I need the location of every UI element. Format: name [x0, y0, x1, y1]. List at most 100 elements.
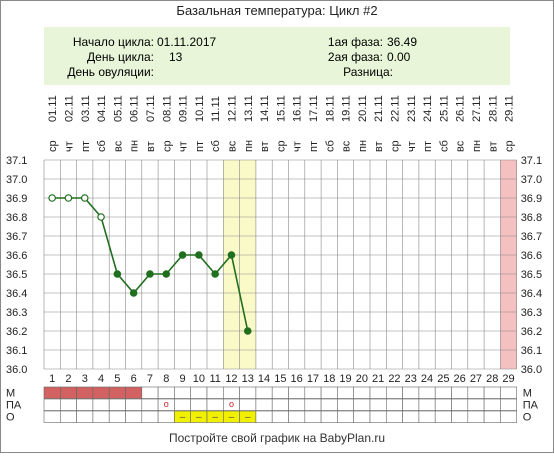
difference-label: Разница:	[343, 65, 393, 79]
row-cell	[467, 386, 485, 399]
row-cell	[288, 410, 306, 423]
temperature-point-day-2	[64, 194, 73, 202]
row-cell	[190, 398, 208, 411]
x-date-label: 07.11	[145, 95, 157, 122]
row-label-right: ПА	[523, 400, 539, 412]
row-cell	[434, 398, 452, 411]
x-day-label: 17	[307, 373, 319, 385]
x-weekday-label: пн	[471, 140, 483, 152]
row-cell	[337, 398, 354, 411]
row-cell	[434, 410, 452, 423]
row-cell	[43, 398, 61, 411]
footer-link[interactable]: Постройте свой график на BabyPlan.ru	[169, 431, 385, 445]
x-weekday-label: чт	[63, 141, 75, 152]
row-cell	[59, 410, 77, 423]
row-cell	[500, 398, 517, 411]
x-weekday-label: чт	[406, 141, 418, 152]
y-tick-left: 36.7	[6, 231, 27, 243]
row-cell	[190, 386, 208, 399]
row-cell	[418, 386, 436, 399]
y-tick-left: 36.6	[6, 250, 27, 262]
x-day-label: 18	[323, 373, 335, 385]
y-tick-right: 36.7	[521, 231, 542, 243]
row-cell	[320, 398, 338, 411]
x-day-label: 28	[486, 373, 498, 385]
row-cell	[108, 410, 126, 423]
x-day-label: 13	[242, 373, 254, 385]
row-cell	[402, 410, 420, 423]
x-date-label: 23.11	[406, 95, 418, 122]
x-day-label: 14	[258, 373, 270, 385]
y-tick-left: 36.9	[6, 193, 27, 205]
x-day-label: 4	[98, 373, 104, 385]
row-label-left: М	[6, 388, 15, 400]
row-cell	[500, 410, 517, 423]
row-cell	[483, 386, 501, 399]
temperature-point-day-13	[243, 327, 252, 335]
cycle-start-value: 01.11.2017	[157, 35, 216, 49]
row-cell	[369, 410, 387, 423]
x-date-label: 17.11	[308, 95, 320, 122]
temperature-point-day-10	[195, 251, 203, 259]
row-cell	[157, 386, 175, 399]
ovulation-day-label: День овуляции:	[67, 65, 154, 79]
temperature-point-day-1	[48, 194, 56, 202]
x-weekday-label: вс	[341, 140, 353, 152]
x-day-label: 1	[49, 373, 55, 385]
row-cell	[353, 386, 371, 399]
row-cell	[483, 398, 501, 411]
x-date-label: 11.11	[210, 96, 222, 122]
x-date-label: 25.11	[438, 95, 450, 122]
x-day-label: 27	[470, 373, 482, 385]
row-cell	[141, 398, 159, 411]
x-date-label: 03.11	[80, 95, 92, 122]
x-weekday-label: пт	[194, 141, 206, 152]
x-weekday-label: вт	[145, 141, 157, 152]
x-date-label: 16.11	[292, 95, 304, 122]
y-tick-right: 36.4	[521, 288, 542, 300]
y-tick-left: 36.0	[6, 364, 27, 376]
cycle-day-value: 13	[169, 50, 183, 64]
y-tick-left: 36.5	[6, 269, 27, 281]
row-cell	[92, 410, 110, 423]
x-day-label: 29	[502, 373, 514, 385]
row-cell	[141, 386, 159, 399]
row-cell	[467, 410, 485, 423]
x-date-label: 24.11	[422, 95, 434, 122]
row-cell	[320, 386, 338, 399]
x-date-label: 29.11	[504, 95, 516, 122]
row-cell	[500, 386, 517, 399]
x-weekday-label: ср	[47, 140, 59, 152]
pa-mark: o	[229, 399, 234, 409]
row-cell	[255, 410, 273, 423]
row-cell	[271, 410, 289, 423]
temperature-point-day-6	[129, 289, 138, 297]
x-date-label: 26.11	[455, 95, 467, 122]
row-cell	[288, 398, 306, 411]
cycle-day-label: День цикла:	[87, 50, 154, 64]
row-cell	[239, 386, 257, 399]
x-day-label: 11	[209, 373, 220, 385]
x-day-label: 8	[163, 373, 169, 385]
y-tick-left: 36.4	[6, 288, 27, 300]
x-weekday-label: вт	[373, 141, 385, 152]
row-label-right: О	[523, 412, 532, 424]
row-cell	[223, 386, 240, 399]
row-label-right: М	[523, 388, 532, 400]
x-weekday-label: пн	[243, 140, 255, 152]
x-weekday-label: чт	[178, 141, 190, 152]
y-tick-left: 36.3	[6, 307, 27, 319]
row-cell	[92, 398, 110, 411]
x-date-label: 19.11	[341, 95, 353, 122]
row-cell	[125, 410, 143, 423]
x-date-label: 18.11	[324, 95, 336, 122]
row-cell	[157, 410, 175, 423]
y-tick-left: 36.1	[6, 345, 27, 357]
y-tick-right: 36.9	[521, 193, 542, 205]
x-date-label: 27.11	[471, 95, 483, 122]
x-day-label: 6	[131, 373, 137, 385]
row-cell	[255, 398, 273, 411]
y-tick-right: 37.1	[521, 155, 542, 167]
